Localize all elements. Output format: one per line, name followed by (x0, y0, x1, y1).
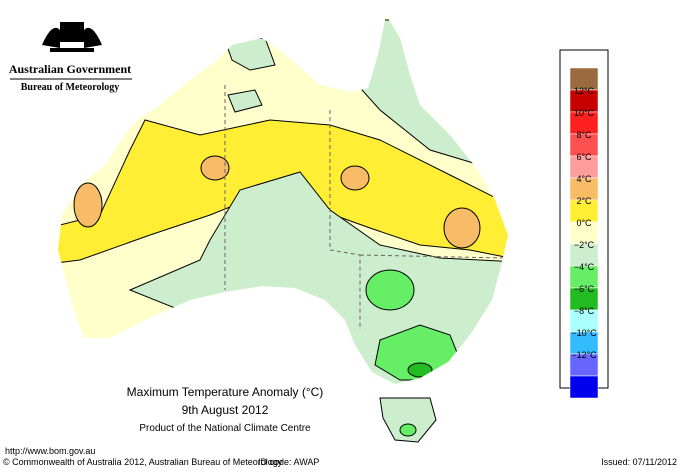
crest (42, 22, 102, 52)
australia-map (58, 15, 508, 384)
legend-label: −12°C (571, 350, 597, 360)
map-date: 9th August 2012 (182, 403, 269, 417)
legend-label: 6°C (576, 152, 592, 162)
legend-label: 10°C (574, 108, 595, 118)
legend-label: 2°C (576, 196, 592, 206)
map-product: Product of the National Climate Centre (139, 423, 311, 434)
legend-label: −10°C (571, 328, 597, 338)
bureau: Bureau of Meteorology (21, 82, 120, 93)
map-title: Maximum Temperature Anomaly (°C) (127, 385, 324, 399)
legend-label: −6°C (574, 284, 595, 294)
legend-label: 8°C (576, 130, 592, 140)
tasmania-region (399, 423, 417, 437)
legend-label: −4°C (574, 262, 595, 272)
url: http://www.bom.gov.au (5, 446, 95, 456)
legend-label: −2°C (574, 240, 595, 250)
id-code: ID code: AWAP (258, 457, 319, 467)
legend-label: 0°C (576, 218, 592, 228)
legend-label: −8°C (574, 306, 595, 316)
issued: Issued: 07/11/2012 (601, 457, 677, 467)
legend-label: 12°C (574, 86, 595, 96)
legend-swatch (569, 375, 599, 399)
legend-label: 4°C (576, 174, 592, 184)
legend: 12°C 10°C 8°C 6°C 4°C 2°C 0°C −2°C −4°C −6°C −8°C −… (559, 49, 609, 399)
copyright: © Commonwealth of Australia 2012, Austra… (3, 457, 283, 467)
agency: Australian Government (9, 62, 131, 76)
tasmania (379, 397, 437, 443)
